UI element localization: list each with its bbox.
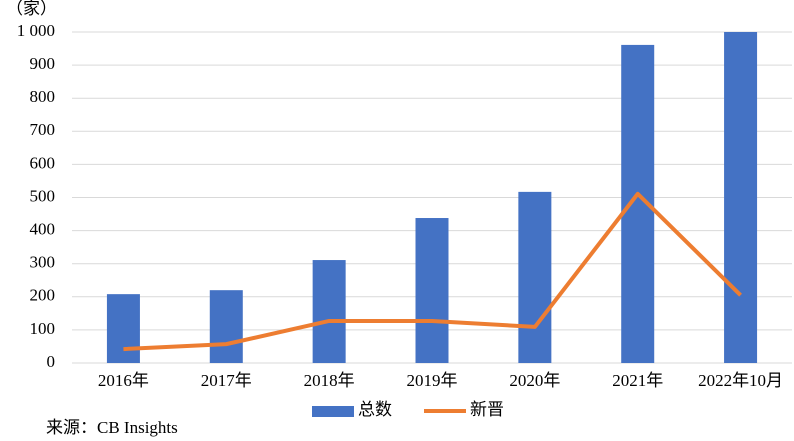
y-tick-label: 600	[30, 153, 56, 172]
y-tick-label: 800	[30, 87, 56, 106]
y-axis-label: （家）	[6, 0, 57, 18]
y-tick-label: 0	[47, 352, 56, 371]
bar	[312, 260, 346, 363]
x-tick-label: 2019年	[407, 371, 458, 390]
bar	[106, 294, 140, 363]
x-tick-label: 2017年	[201, 371, 252, 390]
bar	[518, 191, 552, 363]
bar	[209, 290, 243, 363]
legend-label: 总数	[358, 400, 392, 419]
y-tick-label: 500	[30, 186, 56, 205]
y-tick-label: 700	[30, 120, 56, 139]
y-tick-label: 300	[30, 253, 56, 272]
source-note: 来源：CB Insights	[46, 418, 178, 437]
y-tick-label: 1 000	[17, 21, 55, 40]
x-tick-label: 2020年	[509, 371, 560, 390]
line-series	[123, 191, 742, 352]
y-tick-label: 900	[30, 54, 56, 73]
legend-label: 新晋	[470, 400, 504, 419]
bar	[724, 32, 758, 363]
y-tick-label: 100	[30, 319, 56, 338]
y-tick-label: 400	[30, 220, 56, 239]
x-tick-label: 2016年	[98, 371, 149, 390]
legend-swatch	[312, 406, 354, 417]
y-tick-label: 200	[30, 286, 56, 305]
bar	[415, 218, 449, 363]
x-tick-label: 2018年	[304, 371, 355, 390]
x-tick-label: 2022年10月	[698, 371, 783, 390]
x-tick-label: 2021年	[612, 371, 663, 390]
